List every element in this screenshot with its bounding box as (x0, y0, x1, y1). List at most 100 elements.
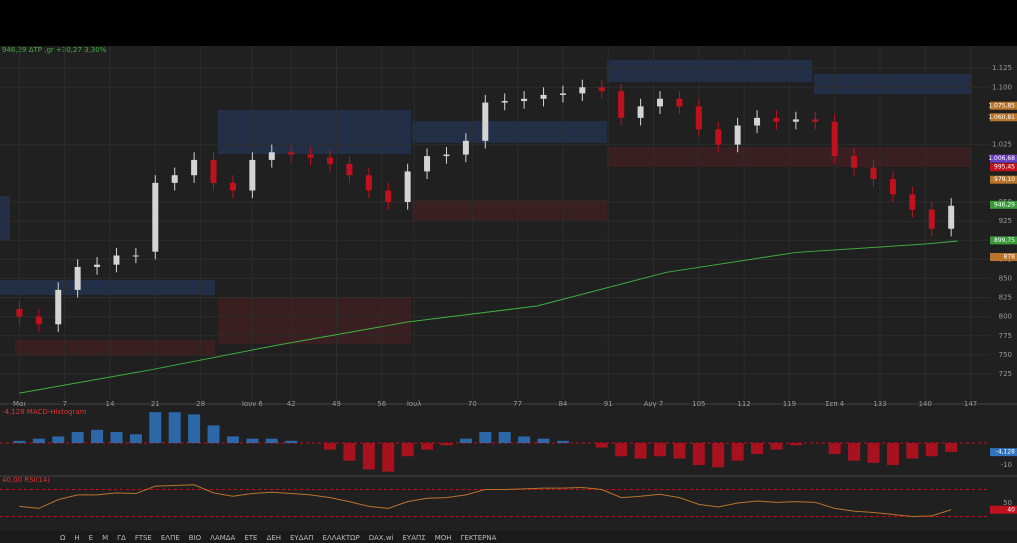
candle-body (501, 101, 508, 103)
price-tag-label: 899,75 (994, 237, 1015, 244)
toolbar-item[interactable]: FTSE (135, 534, 152, 542)
x-tick-label: 14 (106, 400, 115, 408)
x-tick-label: 28 (196, 400, 205, 408)
histogram-bar (226, 436, 239, 444)
x-tick-label: Αυγ 7 (644, 400, 664, 408)
histogram-bar (110, 432, 123, 444)
histogram-bar (382, 443, 395, 472)
histogram-bar (654, 443, 666, 457)
candle-body (35, 316, 42, 325)
histogram-bar (770, 443, 783, 450)
toolbar-item[interactable]: ΓΕΚΤΕΡΝΑ (461, 534, 497, 542)
candle-body (754, 117, 761, 126)
y-tick-label: 1.125 (992, 64, 1012, 72)
histogram-bar (265, 438, 278, 444)
price-tag (990, 448, 1017, 457)
toolbar-item[interactable]: Μ (102, 534, 108, 542)
price-tag-label: 995,45 (994, 164, 1015, 171)
toolbar-item[interactable]: ΜΟΗ (435, 534, 452, 542)
histogram-bar (32, 438, 45, 444)
price-tag (990, 236, 1017, 245)
price-tag (990, 101, 1017, 110)
candle-body (715, 129, 722, 145)
toolbar-item[interactable]: ΕΤΕ (244, 534, 257, 542)
toolbar-item[interactable]: Ω (60, 534, 66, 542)
toolbar-item[interactable]: ΛΑΜΔΑ (210, 534, 235, 542)
histogram-bar (789, 443, 802, 446)
price-tag (990, 154, 1017, 163)
x-tick-label: 70 (468, 400, 477, 408)
toolbar-item[interactable]: ΕΛΠΕ (161, 534, 180, 542)
histogram-bar (207, 425, 220, 444)
histogram-bar (343, 443, 356, 461)
histogram-bar (518, 436, 531, 444)
rsi-line (19, 484, 952, 518)
candle-body (152, 182, 159, 252)
candle-body (909, 194, 916, 210)
histogram-bar (731, 443, 744, 461)
toolbar-item[interactable]: ΔΕΗ (266, 534, 280, 542)
x-tick-label: Ιουλ (407, 400, 422, 408)
toolbar-item[interactable]: ΓΔ (117, 534, 126, 542)
supply-zone (814, 74, 972, 94)
panel-title: 946,29 ΔΤΡ ,gr +30,27 3,30% (2, 46, 107, 54)
candle-body (676, 98, 683, 107)
x-tick-label: Ιουν 6 (242, 400, 264, 408)
y-tick-label: 825 (999, 294, 1012, 302)
candle-body (598, 87, 605, 92)
candle-body (307, 154, 314, 158)
price-tag-label: 946,29 (994, 201, 1015, 208)
x-tick-label: 140 (919, 400, 932, 408)
y-tick-label: 1.025 (992, 141, 1012, 149)
histogram-bar (459, 438, 472, 444)
histogram-bar (945, 443, 958, 452)
toolbar-item[interactable]: Η (74, 534, 79, 542)
toolbar-item[interactable]: Ε (89, 534, 93, 542)
histogram-bar (615, 443, 628, 457)
histogram-bar (285, 440, 298, 444)
supply-zone (0, 280, 215, 295)
candle-body (113, 255, 120, 265)
y-tick-label: 775 (999, 332, 1012, 340)
x-tick-label: 42 (287, 400, 296, 408)
histogram-bar (498, 432, 511, 444)
histogram-bar (673, 443, 686, 459)
panel-title: -4,128 MACD-Histogram (2, 408, 87, 416)
histogram-bar (712, 443, 725, 468)
candle-body (657, 98, 663, 107)
candle-body (443, 154, 450, 157)
histogram-bar (149, 412, 162, 444)
x-tick-label: 105 (692, 400, 705, 408)
supply-zone (412, 121, 607, 143)
price-tag-label: 40 (1007, 506, 1015, 513)
moving-average (19, 240, 958, 394)
candle-body (229, 182, 236, 191)
price-tag-label: 878 (1004, 254, 1016, 261)
histogram-bar (91, 429, 104, 444)
supply-zone (607, 60, 812, 82)
y-tick-label: 1.100 (992, 83, 1012, 91)
candle-body (559, 93, 566, 95)
toolbar (0, 531, 1017, 543)
candle-body (812, 119, 819, 122)
price-tag (990, 253, 1017, 262)
toolbar-item[interactable]: ΕΥΑΠΣ (403, 534, 426, 542)
x-tick-label: 7 (62, 400, 66, 408)
candle-body (385, 190, 392, 202)
candle-body (346, 163, 353, 176)
histogram-bar (537, 438, 550, 444)
histogram-bar (848, 443, 861, 461)
candle-body (948, 205, 955, 229)
x-tick-label: 119 (783, 400, 796, 408)
price-tag (990, 113, 1017, 122)
candle-body (268, 152, 275, 160)
toolbar-item[interactable]: ΕΛΛΑΚΤΩΡ (323, 534, 360, 542)
toolbar-item[interactable]: DAX.wi (369, 534, 394, 542)
candle-body (521, 98, 528, 102)
toolbar-item[interactable]: ΕΥΔΑΠ (290, 534, 314, 542)
candle-body (74, 266, 81, 290)
toolbar-item[interactable]: ΒΙΟ (189, 534, 202, 542)
x-tick-label: 112 (737, 400, 750, 408)
price-tag-label: 1.075,85 (988, 102, 1015, 109)
